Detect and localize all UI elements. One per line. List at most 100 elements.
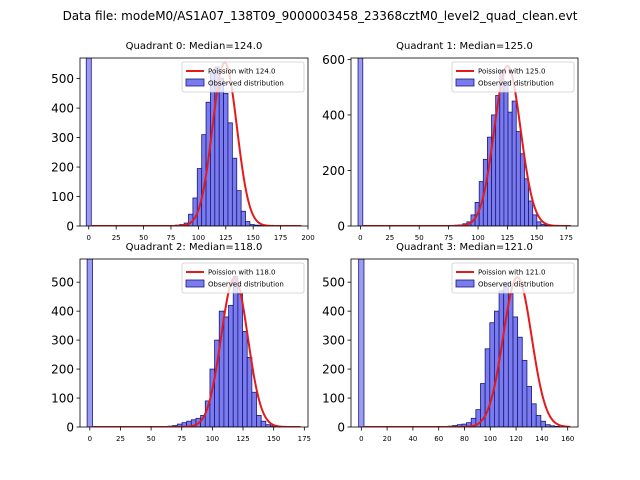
x-tick-label: 175 [560, 234, 573, 242]
histogram-bar [223, 92, 229, 226]
histogram-bar [231, 157, 238, 226]
x-tick-label: 175 [274, 234, 287, 242]
panel-title: Quadrant 3: Median=121.0 [396, 242, 533, 253]
x-tick-label: 0 [88, 435, 92, 443]
x-tick-label: 100 [471, 234, 484, 242]
histogram-bar [245, 221, 251, 226]
axes-frame [350, 57, 579, 227]
y-tick-label: 0 [66, 220, 74, 234]
histogram-bar [531, 403, 537, 427]
histogram-bar [511, 100, 517, 226]
y-tick-label: 400 [51, 305, 74, 319]
legend-label-observed: Observed distribution [478, 281, 554, 289]
x-tick-label: 0 [358, 234, 362, 242]
y-tick-label: 100 [322, 392, 345, 406]
histogram-bar [536, 221, 542, 226]
histogram-bar [515, 131, 521, 226]
y-tick-label: 500 [322, 276, 345, 290]
histogram-bar [223, 316, 229, 427]
histogram-bar [507, 111, 513, 226]
bar-zero-spike [358, 259, 365, 427]
x-tick-label: 0 [359, 435, 363, 443]
histogram-bar [524, 178, 530, 226]
poisson-curve [90, 61, 302, 226]
panel-1: 0 25 50 75 100 125 150 175 0 200 400 600 Quadrant 1:… [322, 41, 579, 242]
histogram-bar [540, 420, 546, 427]
histogram-bar [507, 293, 514, 427]
histogram-bar [499, 70, 505, 226]
histogram-bar [528, 200, 534, 226]
x-tick-label: 125 [236, 435, 249, 443]
bar-zero-spike [357, 58, 364, 226]
histogram-bar [503, 81, 509, 226]
histogram-bar [218, 78, 224, 226]
poisson-curve [92, 277, 301, 427]
histogram-bar [242, 331, 248, 427]
legend-label-poisson: Poission with 125.0 [478, 68, 546, 76]
plot-area [85, 58, 302, 226]
histogram-bar [521, 359, 528, 427]
x-tick-label: 80 [460, 435, 469, 443]
panels: 0 25 50 75 100 125 150 175 2000100200300400500Qu… [51, 41, 579, 443]
x-tick-label: 150 [530, 234, 543, 242]
histogram-bar [228, 304, 234, 427]
x-tick-label: 25 [116, 435, 125, 443]
x-tick-label: 125 [219, 234, 232, 242]
legend-box [451, 262, 575, 294]
histogram-bar [256, 415, 262, 427]
axes-frame [79, 258, 309, 428]
x-tick-label: 150 [247, 234, 260, 242]
bar-zero-spike [86, 259, 93, 427]
legend-label-poisson: Poission with 121.0 [478, 269, 546, 277]
x-tick-label: 75 [167, 234, 176, 242]
histogram-bar [260, 420, 267, 427]
legend-label-poisson: Poission with 118.0 [208, 269, 276, 277]
y-tick-label: 200 [51, 161, 74, 175]
histogram-bar [232, 275, 239, 427]
x-tick-label: 40 [408, 435, 417, 443]
panel-2: 0 25 50 75 100 125 150 175 0 100 200 300 400 500 Quadr… [51, 242, 311, 443]
histogram-bar [237, 293, 243, 427]
poisson-curve [363, 276, 571, 427]
histogram-bar [251, 391, 257, 427]
legend-bar-swatch [455, 279, 475, 288]
x-tick-label: 125 [501, 234, 514, 242]
x-tick-label: 100 [484, 435, 497, 443]
x-tick-label: 75 [177, 435, 186, 443]
x-tick-label: 0 [87, 234, 91, 242]
x-tick-label: 150 [267, 435, 280, 443]
x-tick-label: 50 [139, 234, 148, 242]
legend-label-observed: Observed distribution [208, 281, 284, 289]
legend-box [181, 262, 305, 294]
axes-frame [79, 57, 309, 227]
y-tick-label: 0 [66, 421, 74, 435]
x-tick-label: 120 [509, 435, 522, 443]
histogram-bar [532, 214, 538, 226]
histogram-bar [240, 210, 246, 226]
y-tick-label: 200 [322, 164, 345, 178]
legend-bar-swatch [455, 78, 475, 87]
suptitle: Data file: modeM0/AS1A07_138T09_90000034… [63, 9, 578, 23]
histogram-bar [227, 122, 233, 226]
x-tick-label: 50 [147, 435, 156, 443]
y-tick-label: 600 [322, 53, 345, 67]
y-tick-label: 400 [322, 108, 345, 122]
y-tick-label: 200 [51, 363, 74, 377]
panel-title: Quadrant 0: Median=124.0 [126, 41, 263, 52]
histogram-bar [246, 357, 253, 427]
legend: Poission with 121.0 Observed distribution [451, 262, 575, 294]
histogram-bar [210, 72, 216, 226]
y-tick-label: 400 [51, 102, 74, 116]
x-tick-label: 25 [112, 234, 121, 242]
y-tick-label: 300 [51, 334, 74, 348]
poisson-curve [362, 64, 571, 226]
legend: Poission with 125.0 Observed distribution [451, 61, 575, 93]
legend-box [181, 61, 305, 93]
legend-box [451, 61, 575, 93]
x-tick-label: 140 [535, 435, 548, 443]
y-tick-label: 100 [51, 190, 74, 204]
legend-label-observed: Observed distribution [208, 80, 284, 88]
x-tick-label: 75 [444, 234, 453, 242]
legend-label-poisson: Poission with 124.0 [208, 68, 276, 76]
